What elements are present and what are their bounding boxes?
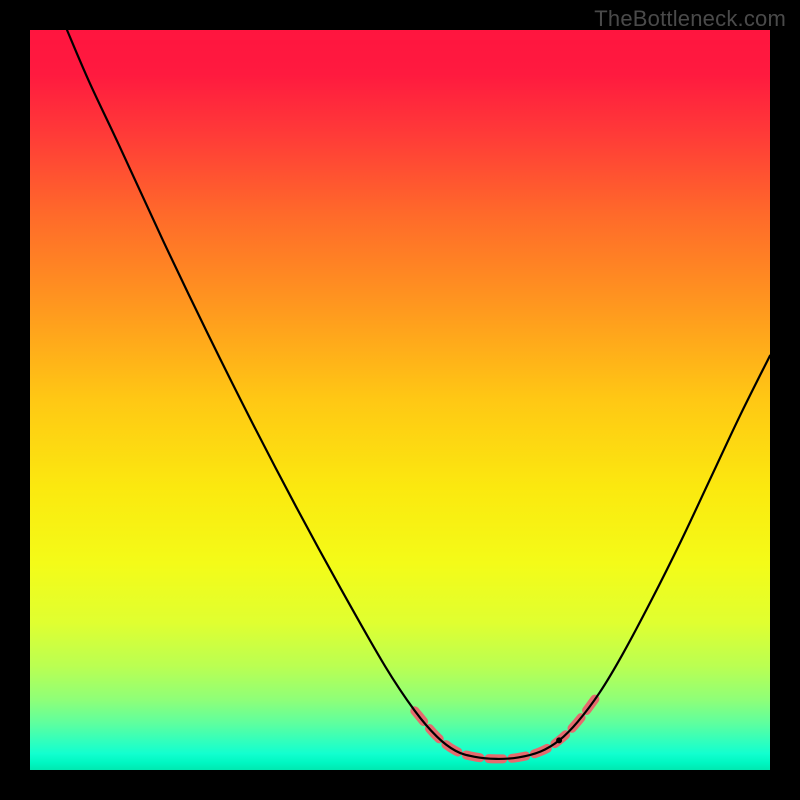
watermark-text: TheBottleneck.com: [594, 6, 786, 32]
chart-svg: [30, 30, 770, 770]
bottleneck-curve: [67, 30, 770, 759]
marker-dot: [556, 737, 562, 743]
valley-highlight: [415, 692, 600, 759]
plot-area: [30, 30, 770, 770]
